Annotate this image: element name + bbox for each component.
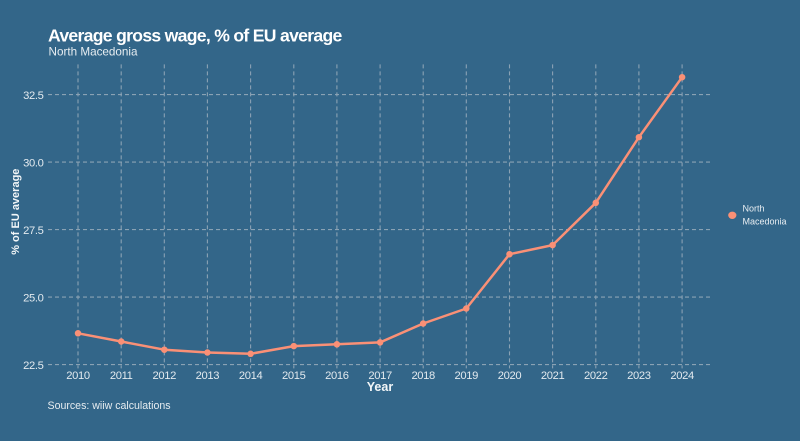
svg-text:North Macedonia: North Macedonia [49,46,139,59]
svg-text:2019: 2019 [455,370,479,382]
svg-text:22.5: 22.5 [23,360,44,372]
svg-text:30.0: 30.0 [23,158,44,170]
svg-text:25.0: 25.0 [23,293,44,305]
svg-text:27.5: 27.5 [23,225,44,237]
svg-text:2023: 2023 [627,370,651,382]
svg-text:2014: 2014 [239,370,263,382]
svg-text:Sources: wiiw calculations: Sources: wiiw calculations [48,400,171,412]
svg-text:2017: 2017 [368,370,392,382]
svg-text:Macedonia: Macedonia [743,216,787,226]
svg-text:2020: 2020 [498,370,522,382]
svg-text:Average gross wage, % of EU av: Average gross wage, % of EU average [48,26,343,46]
svg-text:2018: 2018 [411,370,435,382]
svg-text:32.5: 32.5 [23,90,44,102]
svg-text:2022: 2022 [584,370,608,382]
svg-text:2024: 2024 [670,370,694,382]
svg-text:2013: 2013 [196,370,220,382]
svg-text:2021: 2021 [541,370,565,382]
svg-text:2010: 2010 [66,370,90,382]
svg-text:2015: 2015 [282,370,306,382]
svg-text:2016: 2016 [325,370,349,382]
svg-text:North: North [743,203,765,213]
svg-text:Year: Year [367,380,394,394]
svg-text:% of EU average: % of EU average [10,169,22,255]
svg-text:2011: 2011 [110,370,133,382]
svg-text:2012: 2012 [153,370,177,382]
